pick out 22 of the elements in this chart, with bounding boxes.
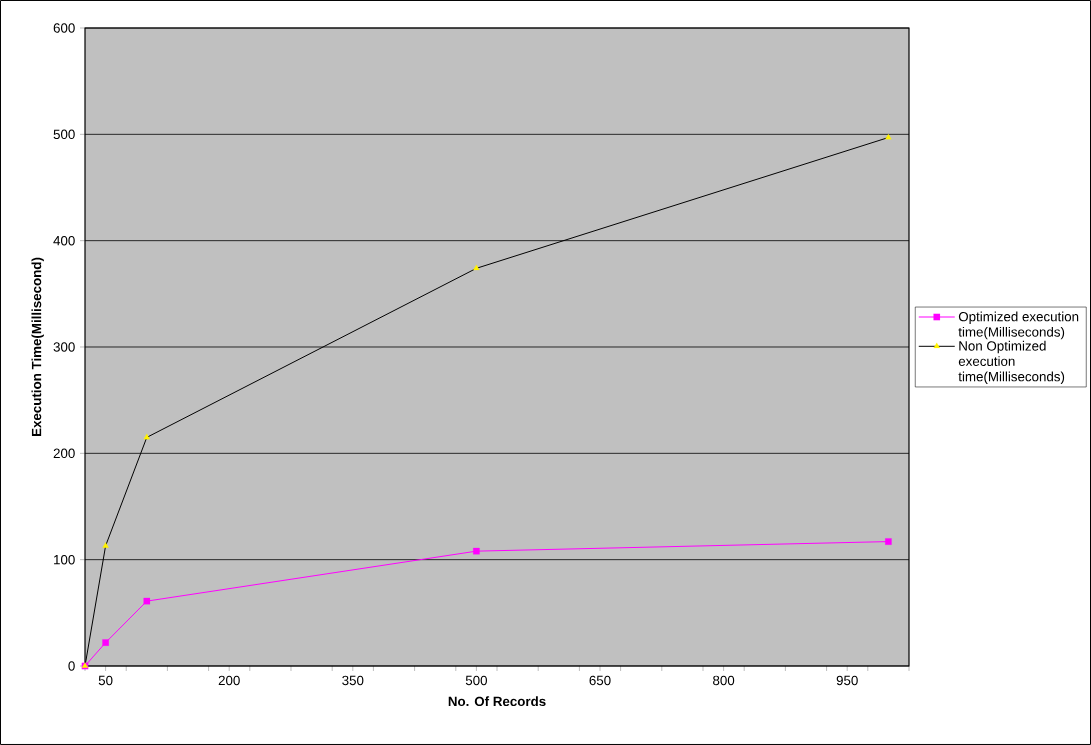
point <box>885 538 892 545</box>
y-tick-label: 300 <box>53 342 75 352</box>
x-tick-label: 500 <box>465 675 488 686</box>
legend-label: Non Optimized execution time(Milliseconds) <box>958 340 1065 384</box>
legend-label: Optimized execution time(Milliseconds) <box>958 311 1079 340</box>
y-axis-title: Execution Time(Millisecond) <box>31 257 44 436</box>
x-tick-label: 200 <box>218 675 240 686</box>
point <box>143 597 151 605</box>
x-axis-title: No. Of Records <box>448 696 546 707</box>
point <box>473 547 480 555</box>
y-tick-label: 200 <box>53 448 75 459</box>
x-tick-label: 350 <box>342 675 364 686</box>
y-tick-label: 0 <box>68 661 75 671</box>
x-tick-label: 800 <box>713 675 735 686</box>
x-tick-label: 650 <box>589 675 611 686</box>
point <box>102 639 109 646</box>
y-tick-label: 600 <box>53 23 75 33</box>
y-tick-label: 400 <box>53 235 75 246</box>
x-tick-label: 50 <box>98 675 113 686</box>
y-tick-label: 500 <box>53 129 75 140</box>
y-tick-label: 100 <box>54 554 75 565</box>
x-tick-label: 950 <box>836 675 858 686</box>
